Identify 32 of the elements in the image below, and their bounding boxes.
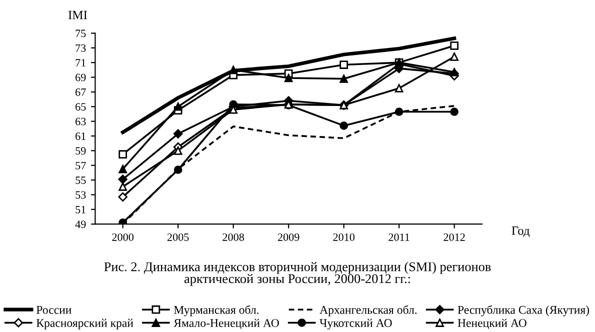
legend-label: Ненецкий АО bbox=[458, 318, 526, 330]
y-tick-label: 51 bbox=[76, 206, 86, 214]
legend-label: Ямало-Ненецкий АО bbox=[174, 318, 279, 330]
y-tick-label: 53 bbox=[76, 191, 86, 199]
legend-label: Мурманская обл. bbox=[174, 305, 259, 316]
y-tick-label: 59 bbox=[76, 147, 86, 155]
y-tick-label: 57 bbox=[76, 162, 86, 170]
y-tick-label: 55 bbox=[76, 176, 86, 184]
y-tick-label: 75 bbox=[76, 30, 86, 38]
text: Рис. 2. Динамика индексов вторичной модернизации (SMI) регионов арктической зоны России, 2000-2012 гг.: bbox=[104, 262, 491, 286]
x-tick-label: 2010 bbox=[333, 233, 355, 241]
y-tick-label: 73 bbox=[76, 44, 86, 52]
x-axis-title: Год bbox=[512, 226, 530, 238]
legend-label: Чукотский АО bbox=[320, 318, 392, 330]
y-tick-label: 63 bbox=[76, 118, 86, 126]
y-tick-label: 61 bbox=[76, 132, 86, 140]
x-tick-label: 2009 bbox=[278, 233, 300, 241]
y-tick-label: 49 bbox=[75, 220, 86, 228]
legend-label: Архангельская обл. bbox=[320, 305, 417, 316]
x-tick-label: 2000 bbox=[112, 233, 134, 241]
x-tick-label: 2005 bbox=[167, 233, 189, 241]
y-axis-title: IMI bbox=[68, 10, 88, 20]
y-tick-label: 69 bbox=[76, 74, 86, 82]
legend-label: Красноярский край bbox=[36, 318, 134, 330]
legend-label: России bbox=[36, 306, 72, 314]
y-tick-label: 71 bbox=[76, 59, 86, 66]
legend-label: Республика Саха (Якутия) bbox=[458, 305, 590, 316]
y-tick-label: 65 bbox=[76, 103, 86, 111]
x-tick-label: 2008 bbox=[222, 233, 244, 241]
x-tick-label: 2012 bbox=[444, 233, 465, 241]
y-tick-label: 67 bbox=[76, 88, 86, 96]
x-tick-label: 2011 bbox=[388, 233, 410, 241]
